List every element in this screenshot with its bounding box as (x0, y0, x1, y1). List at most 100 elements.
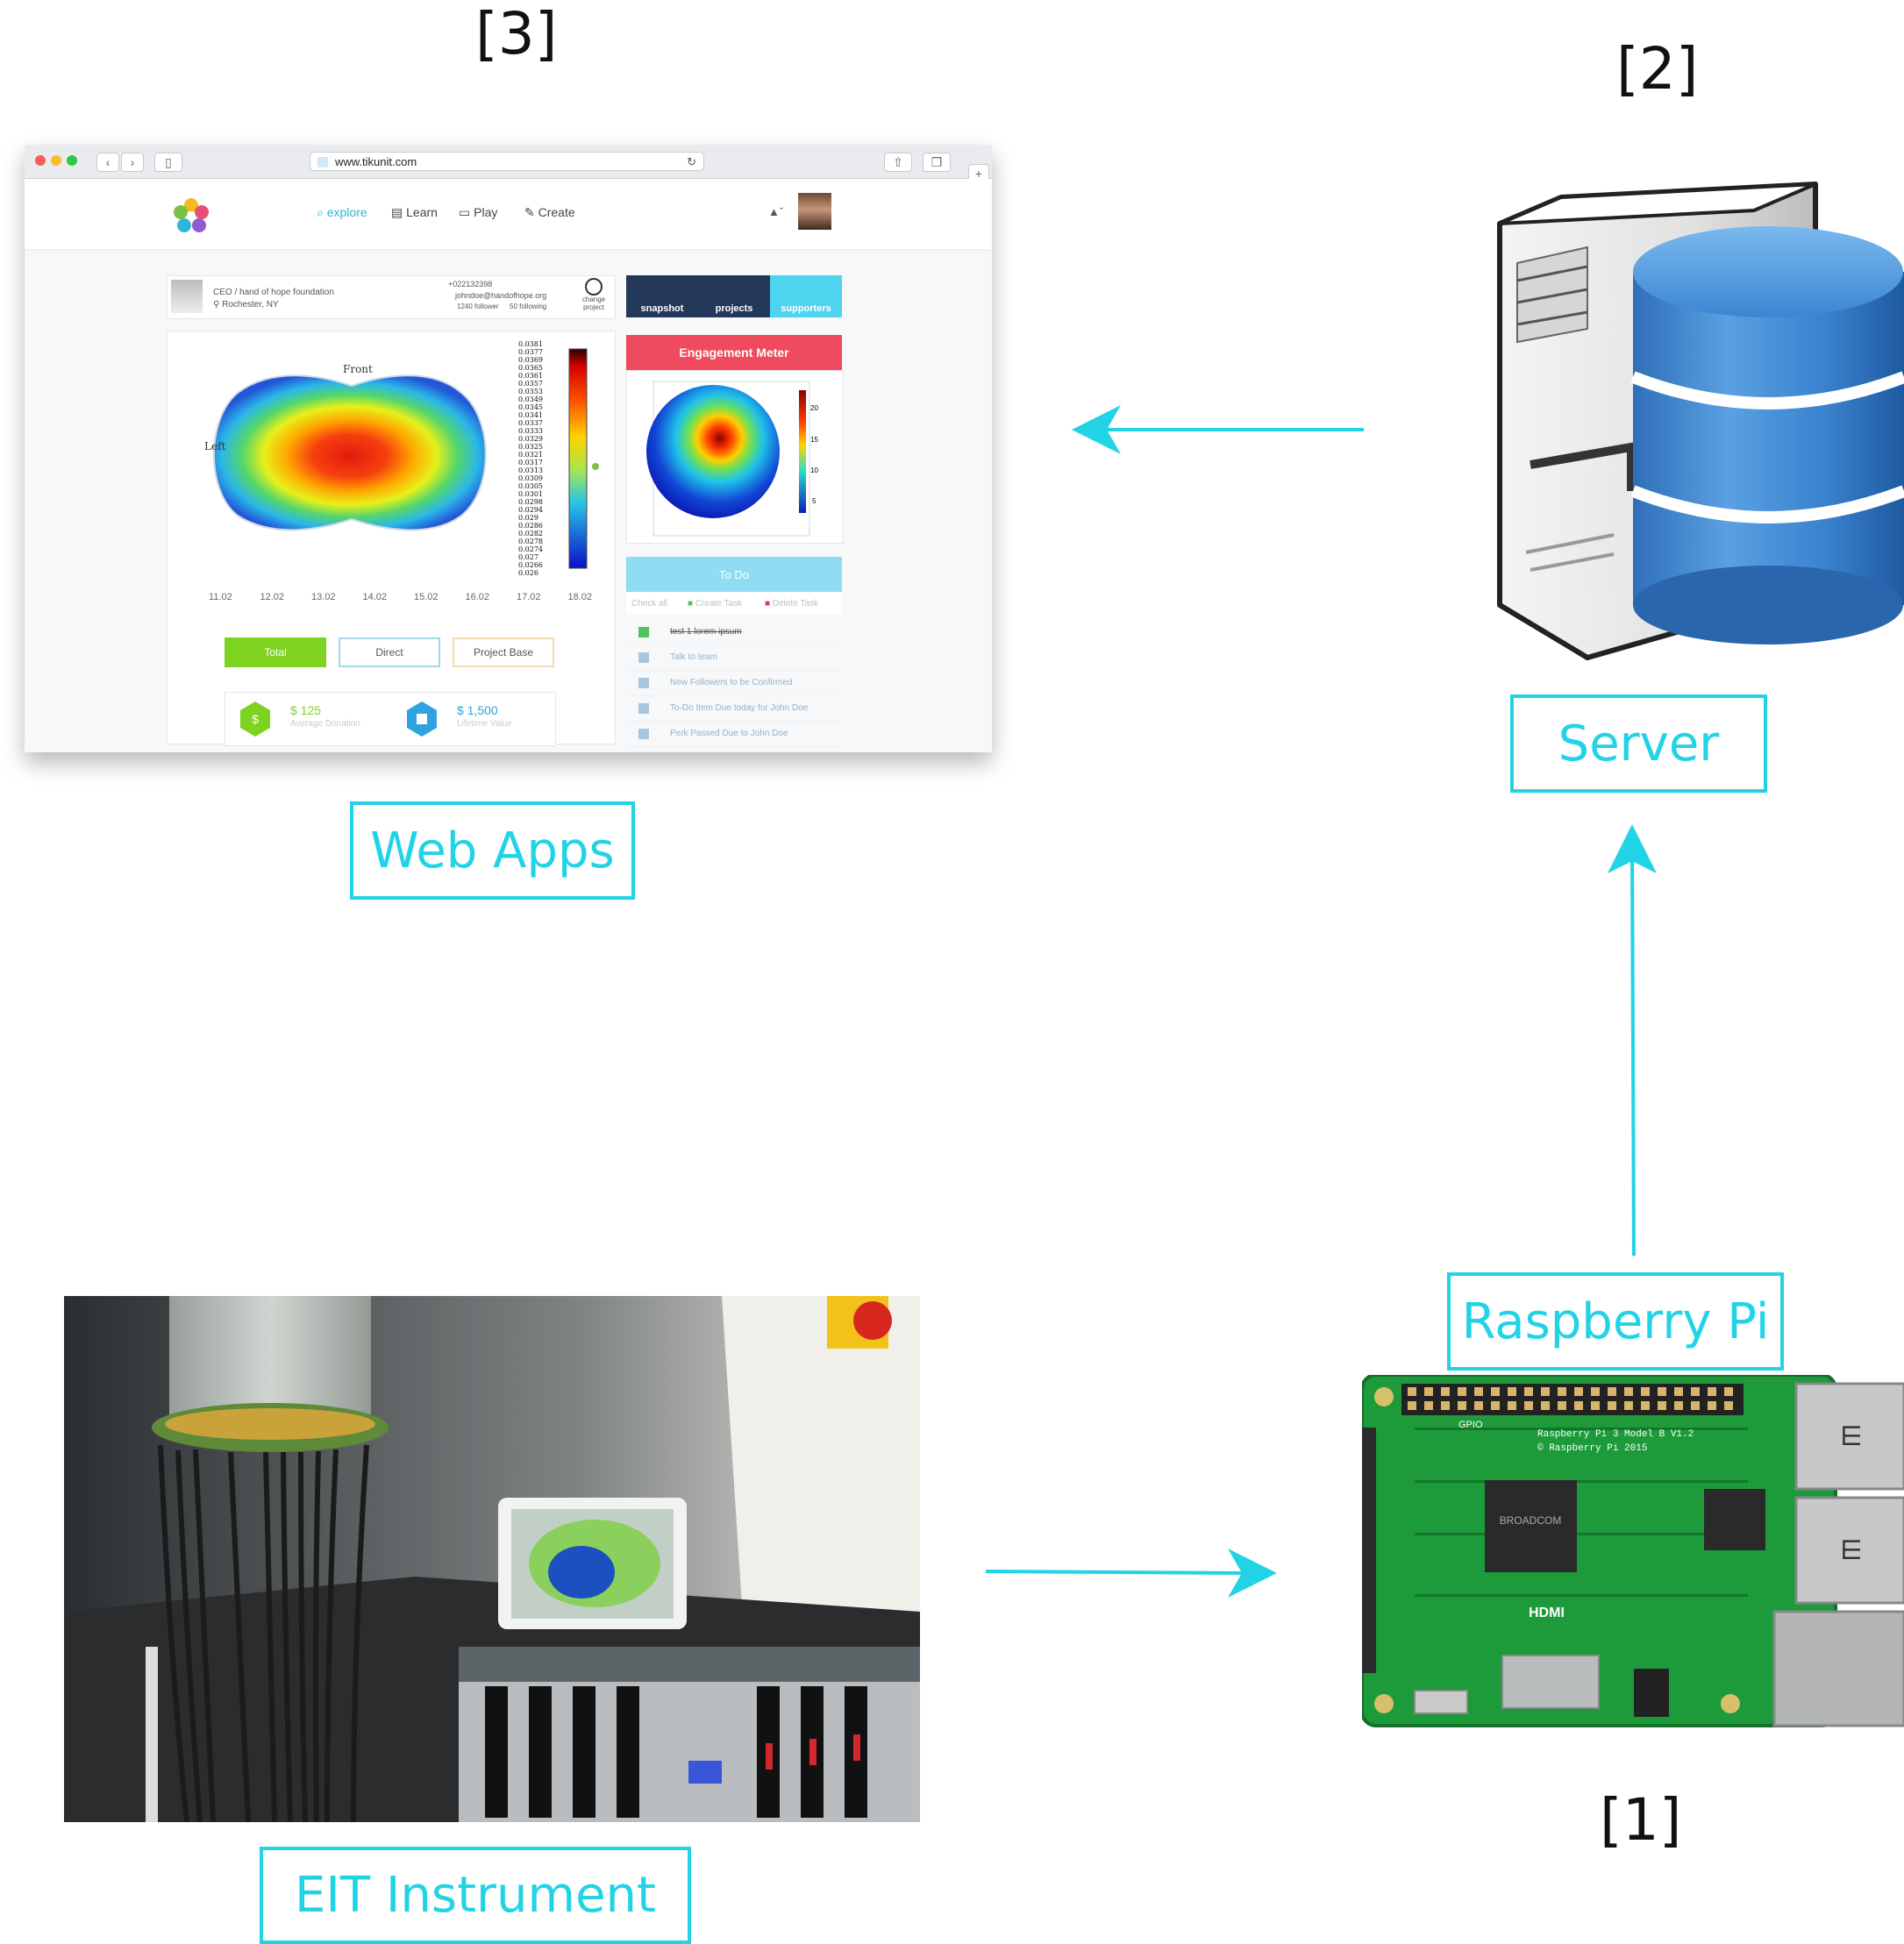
colorbar-value: 0.0278 (518, 538, 543, 545)
todo-checkbox[interactable] (638, 678, 649, 688)
profile-card: CEO / hand of hope foundation ⚲ Rocheste… (167, 275, 616, 319)
engagement-header: Engagement Meter (626, 335, 842, 370)
todo-item[interactable]: test 1 lorem ipsum (626, 620, 842, 645)
project-base-button[interactable]: Project Base (453, 637, 554, 667)
eit-to-rpi-arrow-line (985, 1570, 1246, 1575)
colorbar-value: 0.0333 (518, 427, 543, 435)
stat-average-donation-value: $ 125 (290, 703, 322, 717)
app-logo-icon[interactable] (170, 195, 212, 237)
label-server: Server (1510, 694, 1767, 793)
engagement-title: Engagement Meter (679, 345, 789, 360)
gpio-pin (1624, 1401, 1633, 1410)
colorbar-value: 0.0357 (518, 380, 543, 388)
todo-item[interactable]: Perk Passed Due to John Doe (626, 722, 842, 747)
timeline-tick: 13.02 (311, 592, 336, 602)
gpio-header (1408, 1387, 1733, 1410)
colorbar-value: 0.0294 (518, 506, 543, 514)
tabs-icon[interactable]: ❐ (923, 153, 951, 172)
colorbar-value: 0.0381 (518, 340, 543, 348)
direct-button[interactable]: Direct (339, 637, 440, 667)
colorbar-value: 0.0309 (518, 474, 543, 482)
sidebar-icon[interactable]: ▯ (154, 153, 182, 172)
gpio-pin (1674, 1387, 1683, 1396)
share-icon[interactable]: ⇧ (884, 153, 912, 172)
user-avatar[interactable] (798, 193, 831, 230)
menu-explore[interactable]: ⌕ explore (317, 205, 367, 219)
colorbar-value: 0.0341 (518, 411, 543, 419)
heatmap-front-label: Front (343, 363, 373, 375)
todo-checkbox[interactable] (638, 627, 649, 637)
address-bar[interactable]: www.tikunit.com ↻ (310, 152, 704, 171)
todo-checkbox[interactable] (638, 652, 649, 663)
forward-icon[interactable]: › (121, 153, 144, 172)
gpio-pin (1624, 1387, 1633, 1396)
gpio-pin (1641, 1387, 1650, 1396)
profile-following: 50 following (510, 303, 547, 310)
todo-item-text: New Followers to be Confirmed (670, 678, 793, 687)
ref-server: [2] (1616, 35, 1699, 103)
colorbar-value: 0.0266 (518, 561, 543, 569)
tab-projects[interactable]: projects (698, 275, 770, 317)
colorbar-value: 0.027 (518, 553, 538, 561)
svg-text:⋿: ⋿ (1840, 1536, 1863, 1565)
colorbar-values: 0.0381 0.0377 0.0369 0.0365 0.0361 0.0357 0.03… (518, 340, 562, 577)
change-project-label: change project (581, 296, 606, 311)
profile-followers: 1240 follower (457, 303, 499, 310)
engagement-plot: 20 15 10 5 (626, 370, 844, 544)
colorbar-value: 0.0313 (518, 466, 543, 474)
gpio-pin (1441, 1401, 1450, 1410)
todo-item[interactable]: To-Do Item Due today for John Doe (626, 696, 842, 722)
url-text: www.tikunit.com (335, 155, 417, 168)
menu-play[interactable]: ▭ Play (459, 205, 498, 219)
timeline-tick: 12.02 (260, 592, 285, 602)
profile-title: CEO / hand of hope foundation (213, 288, 334, 297)
gpio-pin (1441, 1387, 1450, 1396)
gpio-pin (1674, 1401, 1683, 1410)
todo-item[interactable]: Talk to team (626, 645, 842, 671)
colorbar-value: 0.0329 (518, 435, 543, 443)
timeline-slider-handle[interactable] (592, 463, 599, 470)
engagement-scale-5: 5 (812, 497, 817, 505)
change-project-button[interactable]: change project (574, 278, 613, 311)
todo-checkbox[interactable] (638, 703, 649, 714)
engagement-scale-15: 15 (810, 436, 818, 444)
delete-task-link[interactable]: ■ Delete Task (765, 599, 818, 609)
check-all-link[interactable]: Check all (631, 599, 668, 609)
gpio-pin (1508, 1387, 1516, 1396)
back-icon[interactable]: ‹ (96, 153, 119, 172)
gpio-pin (1708, 1401, 1716, 1410)
rpi-to-server-arrow-line (1630, 845, 1636, 1257)
ref-web-apps: [3] (475, 0, 558, 68)
total-button[interactable]: Total (225, 637, 326, 667)
todo-item[interactable]: New Followers to be Confirmed (626, 671, 842, 696)
notification-icon[interactable]: ▲ˇ (768, 205, 784, 218)
todo-item-text: To-Do Item Due today for John Doe (670, 703, 809, 713)
menu-play-label: Play (474, 205, 498, 219)
gpio-pin (1708, 1387, 1716, 1396)
tab-supporters[interactable]: supporters (770, 275, 842, 317)
reload-icon[interactable]: ↻ (687, 155, 696, 168)
tab-snapshot[interactable]: snapshot (626, 275, 698, 317)
stat-lifetime-value: $ 1,500 (457, 703, 498, 717)
gpio-pin (1558, 1387, 1566, 1396)
ref-instrument: [1] (1600, 1786, 1682, 1854)
menu-create[interactable]: ✎ Create (524, 205, 575, 219)
profile-email: johndoe@handofhope.org (455, 291, 547, 300)
maximize-dot[interactable] (67, 155, 77, 166)
board-model-text: Raspberry Pi 3 Model B V1.2 (1537, 1429, 1694, 1440)
colorbar-value: 0.0321 (518, 451, 543, 459)
colorbar-value: 0.0301 (518, 490, 543, 498)
todo-checkbox[interactable] (638, 729, 649, 739)
close-dot[interactable] (35, 155, 46, 166)
minimize-dot[interactable] (51, 155, 61, 166)
gpio-pin (1658, 1387, 1666, 1396)
gpio-pin (1658, 1401, 1666, 1410)
create-task-link[interactable]: ■ Create Task (688, 599, 743, 609)
menu-create-label: Create (538, 205, 575, 219)
colorbar-value: 0.0353 (518, 388, 543, 395)
gpio-pin (1558, 1401, 1566, 1410)
menu-learn[interactable]: ▤ Learn (391, 205, 438, 219)
gpio-pin (1474, 1401, 1483, 1410)
gpio-pin (1641, 1401, 1650, 1410)
gpio-pin (1508, 1401, 1516, 1410)
